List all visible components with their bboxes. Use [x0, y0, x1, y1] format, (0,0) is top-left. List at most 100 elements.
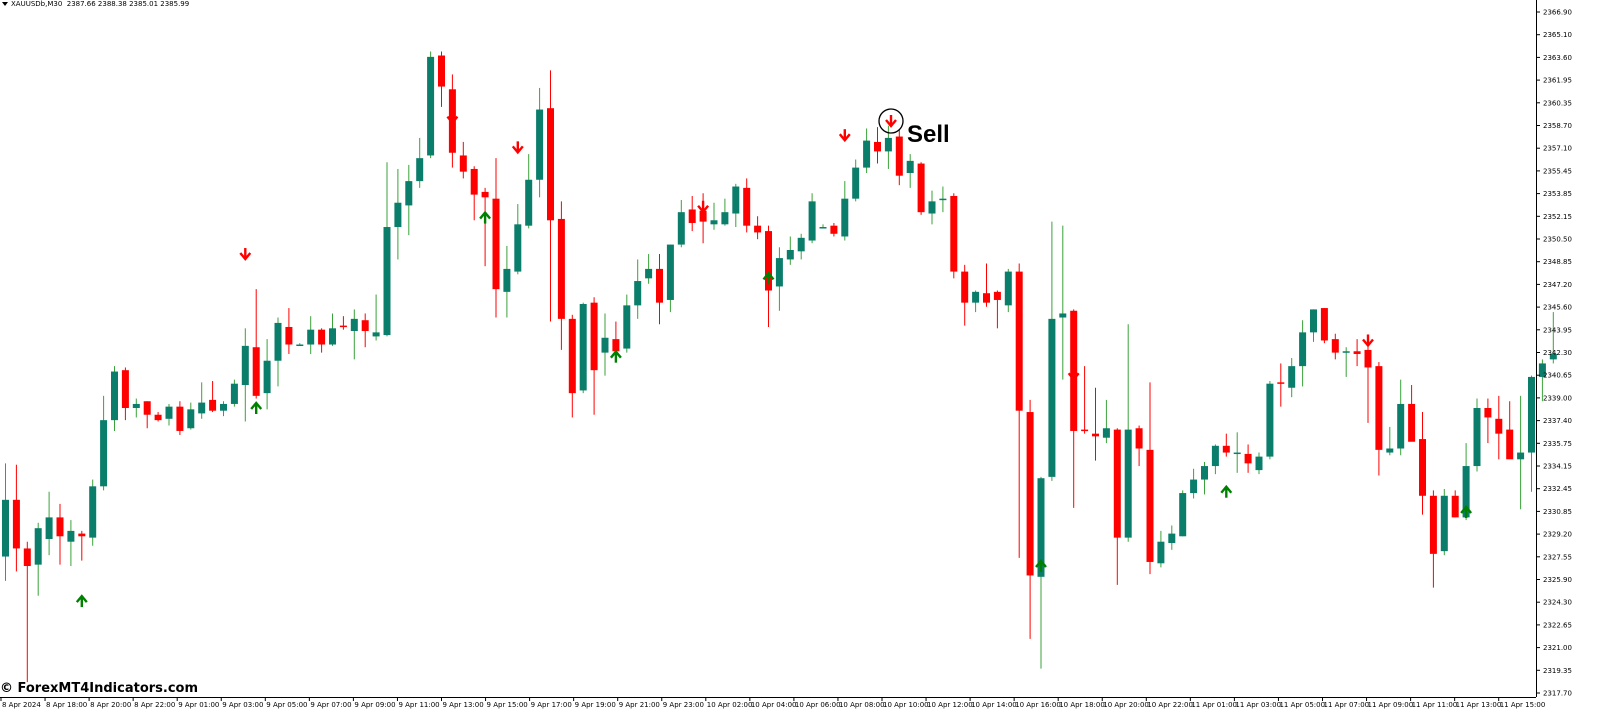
- candle: [852, 159, 860, 202]
- candle-body: [503, 268, 511, 292]
- candle: [1113, 428, 1121, 585]
- candle-body: [405, 181, 413, 206]
- candle-body: [1375, 366, 1383, 450]
- candle-body: [1397, 403, 1405, 449]
- candle-body: [634, 281, 642, 306]
- y-tick-label: 2329.20: [1543, 531, 1572, 539]
- candle: [1222, 433, 1230, 457]
- candle-body: [143, 401, 151, 415]
- buy-arrow-icon: [479, 210, 492, 224]
- candle-body: [895, 136, 903, 176]
- candle-body: [1353, 351, 1361, 354]
- candle-body: [1233, 452, 1241, 455]
- y-tick-label: 2366.90: [1543, 9, 1572, 17]
- candle: [1168, 525, 1176, 550]
- candle-body: [154, 414, 162, 421]
- candle: [1179, 490, 1187, 537]
- y-tick-label: 2334.15: [1543, 463, 1572, 471]
- y-tick-label: 2352.15: [1543, 213, 1572, 221]
- candle: [1320, 308, 1328, 344]
- candle: [1026, 399, 1034, 639]
- candle-body: [1364, 349, 1372, 368]
- candle-body: [1462, 466, 1470, 518]
- candle-body: [2, 499, 9, 557]
- arrow-head: [1067, 372, 1080, 382]
- candle: [743, 178, 751, 233]
- x-tick-label: 8 Apr 2024: [2, 701, 41, 709]
- candle-body: [1179, 493, 1187, 537]
- candle: [1233, 432, 1241, 473]
- candle: [1244, 444, 1252, 473]
- triangle-down-icon[interactable]: [2, 2, 8, 6]
- candle: [830, 222, 838, 237]
- candle-body: [296, 344, 304, 347]
- candle: [307, 316, 315, 354]
- x-tick-label: 8 Apr 22:00: [134, 701, 175, 709]
- candle: [1190, 468, 1198, 499]
- x-tick-label: 9 Apr 11:00: [398, 701, 439, 709]
- arrow-head: [885, 119, 897, 128]
- candle: [874, 127, 881, 164]
- candle-body: [1386, 448, 1394, 453]
- y-tick-label: 2363.60: [1543, 54, 1572, 62]
- candle-body: [1419, 439, 1426, 496]
- candle: [557, 201, 565, 350]
- candle: [252, 289, 260, 399]
- sell-arrow-icon: [446, 111, 459, 125]
- candle: [623, 294, 631, 353]
- candle-body: [1037, 478, 1045, 577]
- buy-arrow-icon: [1035, 559, 1047, 573]
- candle: [296, 343, 304, 347]
- candle: [1549, 312, 1557, 364]
- x-tick-label: 10 Apr 12:00: [927, 701, 973, 709]
- candle: [1004, 268, 1012, 313]
- candle: [438, 51, 445, 107]
- y-tick-label: 2321.00: [1543, 644, 1572, 652]
- candle: [1266, 380, 1274, 460]
- candle-body: [743, 187, 751, 226]
- candle: [688, 195, 696, 232]
- x-tick-label: 9 Apr 03:00: [222, 701, 263, 709]
- y-tick-label: 2327.55: [1543, 553, 1572, 561]
- arrow-head: [1220, 484, 1233, 494]
- candle-body: [492, 198, 500, 290]
- candle: [1517, 395, 1525, 510]
- candle-body: [961, 271, 969, 303]
- candle: [89, 479, 97, 546]
- candle: [950, 193, 958, 279]
- candle-body: [274, 322, 282, 361]
- candle: [416, 137, 424, 188]
- candle-body: [514, 224, 522, 272]
- candle: [1408, 385, 1416, 442]
- candle-body: [100, 420, 108, 487]
- candle: [154, 412, 162, 422]
- candle: [1386, 426, 1394, 456]
- symbol-label: XAUUSDb,M30: [11, 0, 63, 8]
- candle-body: [775, 258, 783, 287]
- candle-body: [623, 305, 631, 349]
- candle-body: [732, 186, 740, 214]
- candle: [917, 162, 925, 215]
- candle: [808, 193, 816, 244]
- arrow-head: [1035, 559, 1047, 568]
- candle-body: [209, 399, 217, 411]
- candle: [1473, 398, 1481, 472]
- candle-body: [1048, 318, 1056, 477]
- candle: [121, 367, 129, 421]
- candle: [503, 245, 511, 318]
- y-tick-label: 2340.65: [1543, 372, 1572, 380]
- candle: [1331, 333, 1339, 360]
- candle-body: [1331, 339, 1339, 353]
- x-tick-label: 10 Apr 04:00: [751, 701, 797, 709]
- candle-body: [568, 318, 576, 394]
- candle-body: [1538, 363, 1546, 377]
- candle-body: [666, 244, 674, 300]
- candle-body: [318, 329, 326, 345]
- y-tick-label: 2360.35: [1543, 99, 1572, 107]
- candle: [1506, 401, 1514, 460]
- arrow-head: [479, 210, 492, 220]
- candle: [1538, 359, 1546, 402]
- candle-body: [241, 345, 249, 386]
